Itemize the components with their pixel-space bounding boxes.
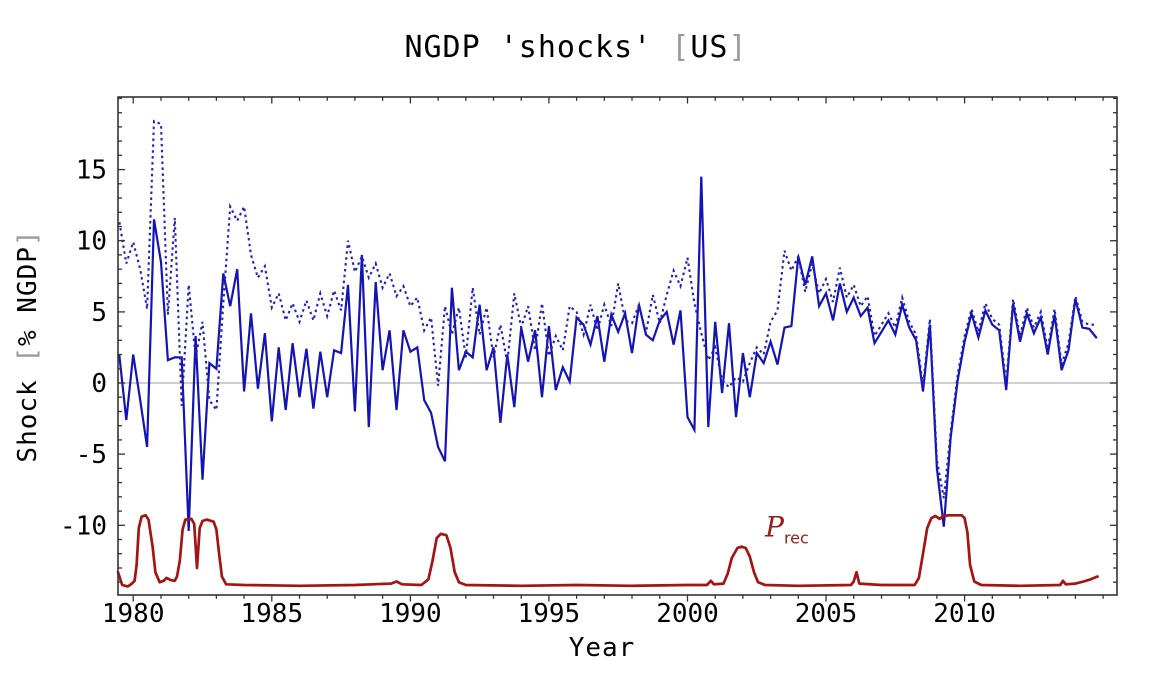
y-tick-label: 15: [76, 156, 107, 186]
x-tick-label: 2010: [933, 599, 996, 629]
title-close-bracket: ]: [729, 30, 748, 65]
plot-frame: [117, 96, 1118, 596]
chart-title: NGDP 'shocks' [US]: [404, 30, 747, 65]
y-tick-label: 10: [76, 227, 107, 257]
y-tick-label: 5: [91, 298, 107, 328]
y-tick-label: -10: [60, 511, 107, 541]
prec-symbol: P: [764, 511, 785, 544]
y-tick-label: -5: [76, 440, 107, 470]
x-tick-label: 2000: [656, 599, 719, 629]
y-label-units: % NGDP: [13, 246, 43, 346]
y-axis-label: Shock [% NGDP]: [13, 229, 43, 462]
x-axis-label: Year: [569, 633, 636, 663]
x-tick-label: 2005: [795, 599, 858, 629]
prec-annotation: Prec: [764, 511, 809, 548]
title-open-bracket: [: [671, 30, 690, 65]
y-label-open-bracket: [: [13, 346, 43, 363]
x-tick-label: 1995: [518, 599, 581, 629]
chart-title-text: NGDP 'shocks': [404, 30, 671, 65]
x-tick-label: 1990: [379, 599, 442, 629]
y-label-close-bracket: ]: [13, 229, 43, 246]
prec-subscript: rec: [784, 529, 809, 548]
plot-area: 1980 1985 1990 1995 2000 2005 2010 15 10 5 0 -5 -10: [60, 96, 1118, 629]
ngdp-shock-solid-line: [118, 176, 1098, 532]
y-tick-label: 0: [91, 369, 107, 399]
recession-indicator-red-line: [116, 513, 1099, 588]
x-tick-label: 1980: [102, 599, 165, 629]
title-region: US: [690, 30, 728, 65]
ngdp-shock-dotted-line: [118, 119, 1097, 499]
x-tick-label: 1985: [240, 599, 303, 629]
y-axis-label-text: Shock: [13, 363, 43, 463]
